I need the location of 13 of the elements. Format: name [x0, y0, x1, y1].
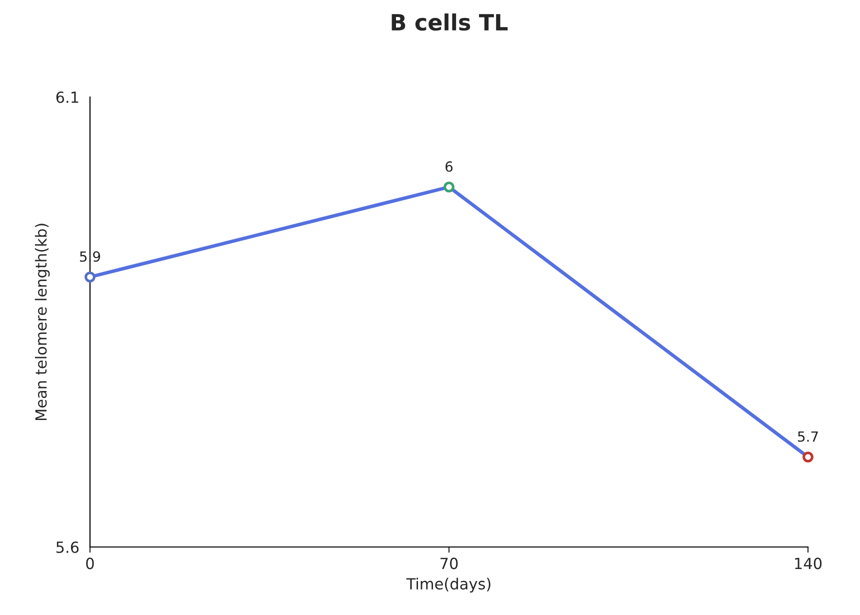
y-tick-label: 6.1: [56, 91, 78, 104]
chart-title: B cells TL: [392, 13, 508, 31]
x-tick-label: 0: [86, 558, 94, 570]
point: [84, 272, 96, 282]
data-label: 6: [446, 161, 453, 172]
x-tick-label: 140: [795, 558, 822, 570]
x-axis-title: Time(days): [406, 578, 490, 593]
x-tick-label: 70: [440, 558, 458, 570]
y-axis-title: Mean telomere length(kb): [34, 224, 50, 420]
point: [444, 182, 454, 192]
point: [802, 452, 814, 462]
y-tick-label: 5.6: [56, 541, 79, 554]
data-label: 5.7: [798, 431, 818, 442]
